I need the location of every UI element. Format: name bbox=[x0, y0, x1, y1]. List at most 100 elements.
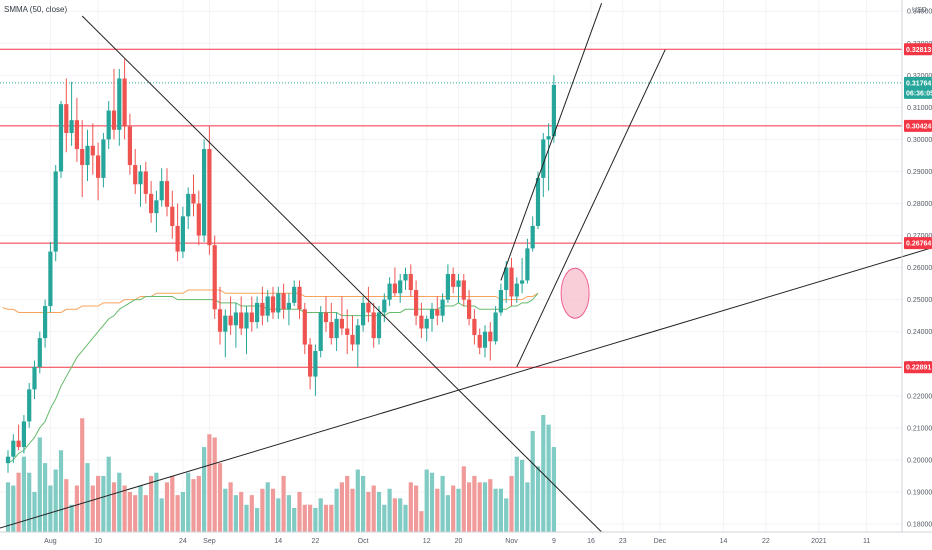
volume-bar bbox=[212, 437, 217, 532]
y-tick-label: 0.32000 bbox=[907, 73, 932, 80]
candle-body bbox=[482, 331, 488, 348]
volume-bar bbox=[467, 482, 472, 532]
volume-bar bbox=[53, 469, 58, 532]
x-tick-label: Dec bbox=[654, 538, 667, 545]
volume-bar bbox=[477, 482, 482, 532]
x-tick-label: 20 bbox=[455, 538, 463, 545]
candle-body bbox=[366, 302, 371, 313]
volume-bar bbox=[456, 488, 461, 532]
volume-bar bbox=[308, 504, 313, 532]
candle-body bbox=[424, 318, 429, 329]
candle-body bbox=[85, 145, 90, 166]
x-tick-label: 2021 bbox=[811, 538, 827, 545]
candle-body bbox=[376, 312, 382, 339]
candle-body bbox=[308, 344, 313, 377]
price-tag bbox=[904, 119, 932, 132]
horizontal-levels[interactable] bbox=[0, 48, 902, 368]
volume-bar bbox=[350, 488, 355, 532]
candle-body bbox=[239, 312, 244, 329]
volume-bar bbox=[482, 482, 488, 532]
volume-bar bbox=[228, 482, 233, 532]
volume-bar bbox=[297, 491, 302, 532]
candle-body bbox=[149, 193, 154, 214]
candle-body bbox=[530, 225, 535, 249]
indicator-label[interactable]: SMMA (50, close) bbox=[4, 5, 67, 14]
candle-body bbox=[58, 104, 64, 172]
candle-body bbox=[244, 312, 249, 329]
volume-bar bbox=[85, 463, 90, 532]
volume-bar bbox=[382, 504, 387, 532]
volume-bar bbox=[403, 504, 408, 532]
price-tag-label: 0.30424 bbox=[906, 123, 931, 130]
x-tick-label: 22 bbox=[762, 538, 770, 545]
x-tick-label: Aug bbox=[44, 538, 57, 545]
candle-body bbox=[440, 299, 445, 316]
volume-bar bbox=[392, 498, 397, 532]
candle-body bbox=[180, 216, 185, 252]
x-tick-label: 14 bbox=[274, 538, 282, 545]
volume-bar bbox=[339, 482, 344, 532]
time-axis[interactable]: Aug 10 24 Sep 14 22 Oct 12 20 Nov 9 16 23 Dec 14 22 2021… bbox=[44, 538, 870, 545]
trendlines[interactable] bbox=[0, 3, 932, 533]
volume-bar bbox=[159, 498, 164, 532]
y-tick-label: 0.18000 bbox=[907, 521, 932, 528]
candle-body bbox=[122, 78, 127, 127]
candle-body bbox=[520, 280, 525, 284]
volume-bar bbox=[191, 479, 196, 532]
candle-body bbox=[53, 171, 58, 252]
x-tick-label: 10 bbox=[94, 538, 102, 545]
candle-body bbox=[223, 315, 228, 332]
current-price-tag bbox=[904, 76, 932, 99]
candle-body bbox=[260, 302, 265, 316]
volume-bar bbox=[488, 479, 493, 532]
candles[interactable] bbox=[5, 59, 556, 473]
candle-body bbox=[43, 306, 48, 339]
x-tick-label: 24 bbox=[179, 538, 187, 545]
candle-body bbox=[504, 267, 509, 291]
volume-bar bbox=[80, 418, 85, 532]
candle-body bbox=[392, 283, 397, 294]
candle-body bbox=[371, 312, 376, 339]
candle-body bbox=[106, 110, 111, 140]
volume-bar bbox=[48, 485, 53, 532]
volume-bar bbox=[520, 459, 525, 532]
candle-body bbox=[292, 286, 297, 303]
y-tick-label: 0.22000 bbox=[907, 393, 932, 400]
candle-body bbox=[64, 104, 69, 133]
volume-bar bbox=[217, 463, 223, 532]
volume-bar bbox=[207, 434, 212, 532]
volume-bar bbox=[239, 491, 244, 532]
highlight-ellipse[interactable] bbox=[560, 267, 590, 319]
price-tag bbox=[904, 361, 932, 374]
candle-body bbox=[228, 315, 233, 326]
candle-body bbox=[456, 280, 461, 287]
volume-bar bbox=[472, 475, 477, 532]
candle-body bbox=[525, 248, 530, 281]
candle-body bbox=[414, 290, 419, 316]
candle-body bbox=[398, 280, 403, 294]
x-tick-label: 23 bbox=[619, 538, 627, 545]
volume-bar bbox=[69, 504, 74, 532]
volume-bar bbox=[260, 488, 265, 532]
candle-body bbox=[11, 440, 16, 457]
volume-bar bbox=[414, 485, 419, 532]
candle-body bbox=[96, 155, 101, 178]
candle-body bbox=[297, 286, 302, 310]
volume-bar bbox=[37, 437, 42, 532]
volume-bar bbox=[223, 488, 228, 532]
trendline bbox=[81, 15, 602, 533]
volume-bar bbox=[170, 475, 175, 532]
current-price-label: 0.31764 bbox=[906, 80, 931, 87]
candle-body bbox=[493, 312, 498, 342]
volume-bar bbox=[461, 466, 466, 532]
y-tick-label: 0.24000 bbox=[907, 329, 932, 336]
volume-bar bbox=[5, 482, 11, 532]
volume-bar bbox=[180, 491, 185, 532]
candle-body bbox=[265, 296, 270, 316]
volume-bar bbox=[355, 469, 360, 532]
candle-body bbox=[461, 280, 466, 300]
candle-body bbox=[90, 145, 95, 156]
volume-bar bbox=[143, 495, 148, 532]
y-tick-label: 0.26000 bbox=[907, 265, 932, 272]
